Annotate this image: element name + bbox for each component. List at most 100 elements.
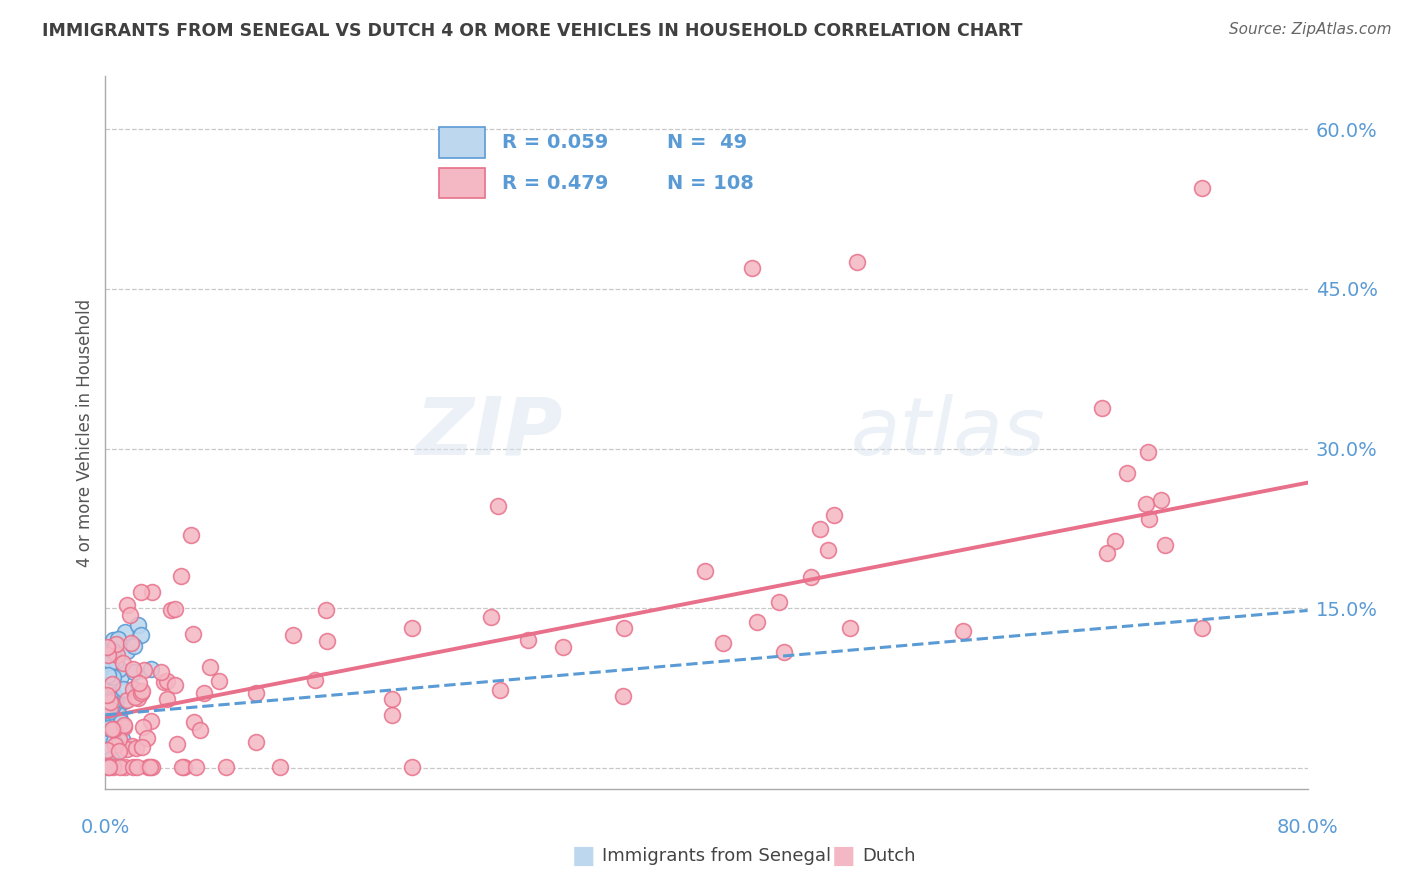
Point xyxy=(101,696,124,710)
Point xyxy=(1095,546,1118,560)
Point xyxy=(136,760,159,774)
Point xyxy=(952,624,974,638)
Point xyxy=(745,615,768,630)
Point xyxy=(121,681,143,696)
Point xyxy=(136,731,159,746)
Point xyxy=(96,754,118,768)
Point xyxy=(124,681,146,696)
Point xyxy=(773,645,796,659)
Point xyxy=(1116,466,1139,480)
Point xyxy=(100,704,122,718)
Point xyxy=(131,739,153,754)
Point xyxy=(163,678,186,692)
Point xyxy=(104,654,127,668)
Point xyxy=(817,543,839,558)
Bar xyxy=(439,128,485,158)
Point xyxy=(845,255,868,269)
Point xyxy=(111,731,134,746)
Point xyxy=(381,707,404,722)
Point xyxy=(1137,445,1160,459)
Point xyxy=(1191,621,1213,635)
Point xyxy=(101,670,124,684)
Point xyxy=(1091,401,1114,415)
Y-axis label: 4 or more Vehicles in Household: 4 or more Vehicles in Household xyxy=(76,299,94,566)
Point xyxy=(215,760,238,774)
Point xyxy=(96,748,118,763)
Point xyxy=(101,714,124,729)
Point xyxy=(98,695,121,709)
Text: ■: ■ xyxy=(572,845,595,868)
Point xyxy=(281,628,304,642)
Point xyxy=(105,693,128,707)
Point xyxy=(98,699,121,714)
Point xyxy=(114,625,136,640)
Point xyxy=(141,584,163,599)
Point xyxy=(173,760,195,774)
Point xyxy=(96,665,118,680)
Point xyxy=(1135,497,1157,511)
Point xyxy=(1191,180,1213,194)
Point xyxy=(401,760,423,774)
Point xyxy=(98,760,121,774)
Point xyxy=(131,684,153,698)
Point xyxy=(198,660,221,674)
Point xyxy=(108,663,131,677)
Point xyxy=(800,570,823,584)
Point xyxy=(711,635,734,649)
Point xyxy=(120,636,142,650)
Point xyxy=(101,702,124,716)
Point xyxy=(695,564,717,578)
Point xyxy=(96,665,118,679)
Point xyxy=(166,738,188,752)
Point xyxy=(245,734,267,748)
Point xyxy=(101,644,124,658)
Point xyxy=(98,667,121,681)
Point xyxy=(117,598,139,612)
Point xyxy=(1104,533,1126,548)
Point xyxy=(103,698,125,713)
Point xyxy=(117,644,139,658)
Point xyxy=(131,628,153,642)
Point xyxy=(100,722,122,736)
Point xyxy=(768,595,790,609)
Point xyxy=(381,692,404,706)
Point xyxy=(479,610,502,624)
Point xyxy=(101,760,124,774)
Point xyxy=(121,739,143,754)
Point xyxy=(114,760,136,774)
Point xyxy=(100,702,122,716)
Point xyxy=(139,714,162,728)
Point xyxy=(153,675,176,690)
Point xyxy=(124,665,146,679)
Point xyxy=(316,634,339,648)
Point xyxy=(111,656,134,670)
Point xyxy=(101,632,124,647)
Point xyxy=(96,652,118,666)
Point xyxy=(103,692,125,706)
Point xyxy=(613,622,636,636)
Point xyxy=(115,692,138,706)
Point xyxy=(97,721,120,735)
Text: atlas: atlas xyxy=(851,393,1046,472)
Text: 80.0%: 80.0% xyxy=(1277,818,1339,838)
Point xyxy=(1154,538,1177,552)
Text: Immigrants from Senegal: Immigrants from Senegal xyxy=(602,847,831,865)
Point xyxy=(100,655,122,669)
Point xyxy=(808,522,831,536)
Point xyxy=(186,760,208,774)
Point xyxy=(112,718,135,732)
Text: 0.0%: 0.0% xyxy=(80,818,131,838)
Point xyxy=(401,622,423,636)
Point xyxy=(839,622,862,636)
Text: ZIP: ZIP xyxy=(415,393,562,472)
Point xyxy=(125,741,148,756)
Point xyxy=(138,760,160,774)
Point xyxy=(129,584,152,599)
Point xyxy=(112,720,135,734)
Text: N = 108: N = 108 xyxy=(666,174,754,193)
Point xyxy=(105,648,128,662)
Text: IMMIGRANTS FROM SENEGAL VS DUTCH 4 OR MORE VEHICLES IN HOUSEHOLD CORRELATION CHA: IMMIGRANTS FROM SENEGAL VS DUTCH 4 OR MO… xyxy=(42,22,1022,40)
Point xyxy=(129,686,152,700)
Point xyxy=(150,665,173,680)
Point xyxy=(180,528,202,542)
